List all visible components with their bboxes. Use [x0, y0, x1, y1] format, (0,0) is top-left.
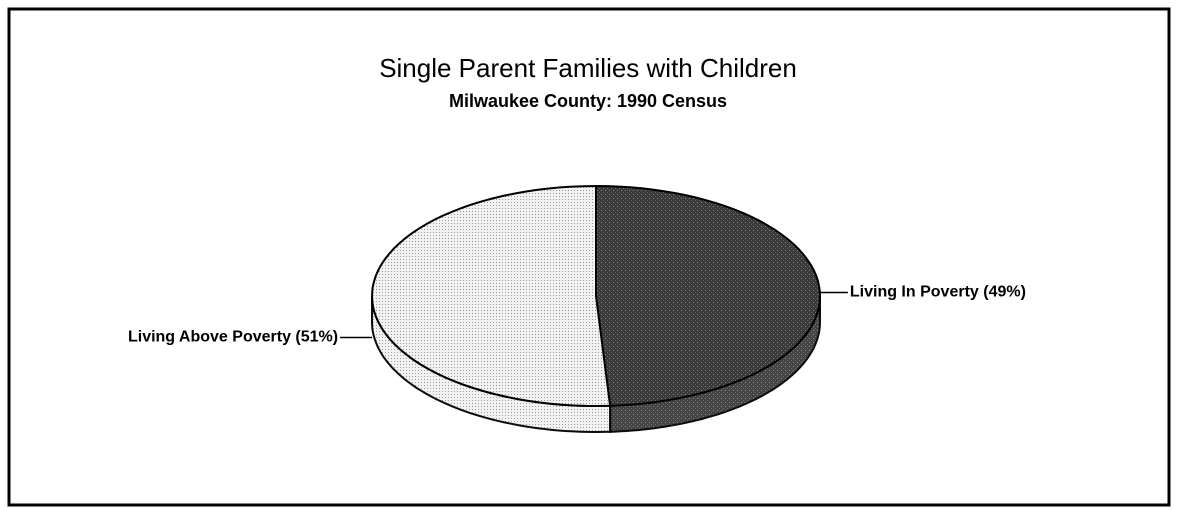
value-label: (51%) [295, 329, 338, 346]
chart-subtitle: Milwaukee County: 1990 Census [449, 91, 727, 111]
pie-slice [371, 184, 612, 433]
chart-title: Single Parent Families with Children [379, 53, 797, 83]
category-label: Living Above Poverty [128, 329, 291, 346]
value-label: (49%) [983, 284, 1026, 301]
pie-slice [595, 184, 822, 433]
data-label: Living In Poverty (49%) [850, 284, 1026, 301]
frame [7, 7, 1171, 507]
data-label: Living Above Poverty (51%) [128, 329, 338, 346]
slice-top [371, 184, 612, 408]
category-label: Living In Poverty [850, 284, 979, 301]
